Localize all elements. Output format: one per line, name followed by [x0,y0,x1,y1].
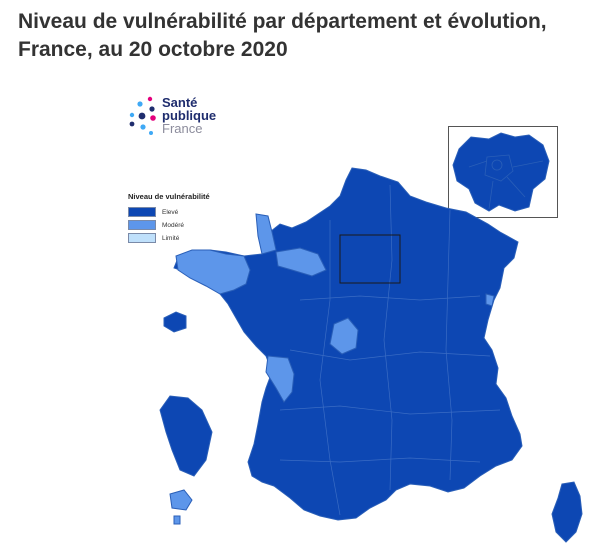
legend-swatch-eleve [128,207,156,217]
page-title: Niveau de vulnérabilité par département … [18,10,547,61]
cher-moderate [329,317,359,355]
logo-dots-icon [129,96,156,135]
logo-line-2: publique [162,108,217,123]
ile-de-france-inset [448,126,558,218]
legend-label-limite: Limité [162,234,180,242]
legend-label-eleve: Elevé [162,208,179,216]
sarthe-moderate [275,247,327,277]
corse-high [551,481,583,543]
legend-item-limite: Limité [128,232,210,244]
map-legend: Niveau de vulnérabilité Elevé Modéré Lim… [128,192,210,245]
paris-region-marker [339,234,401,284]
territoire-de-belfort-moderate [485,293,495,307]
bretagne-moderate [175,249,251,295]
legend-item-eleve: Elevé [128,206,210,218]
logo-line-1: Santé [162,95,198,110]
ile-de-france-region [452,132,550,212]
reunion-moderate [169,489,193,511]
charente-maritime-moderate [265,355,295,403]
legend-swatch-modere [128,220,156,230]
sante-publique-france-logo: Santé publique France [126,96,246,140]
legend-item-modere: Modéré [128,219,210,231]
legend-title: Niveau de vulnérabilité [128,192,210,201]
manche-moderate [255,213,277,255]
logo-line-3: France [162,121,203,136]
martinique-high [159,395,213,477]
legend-label-modere: Modéré [162,221,185,229]
legend-swatch-limite [128,233,156,243]
mayotte-moderate [173,515,181,525]
guadeloupe-high [163,311,187,333]
